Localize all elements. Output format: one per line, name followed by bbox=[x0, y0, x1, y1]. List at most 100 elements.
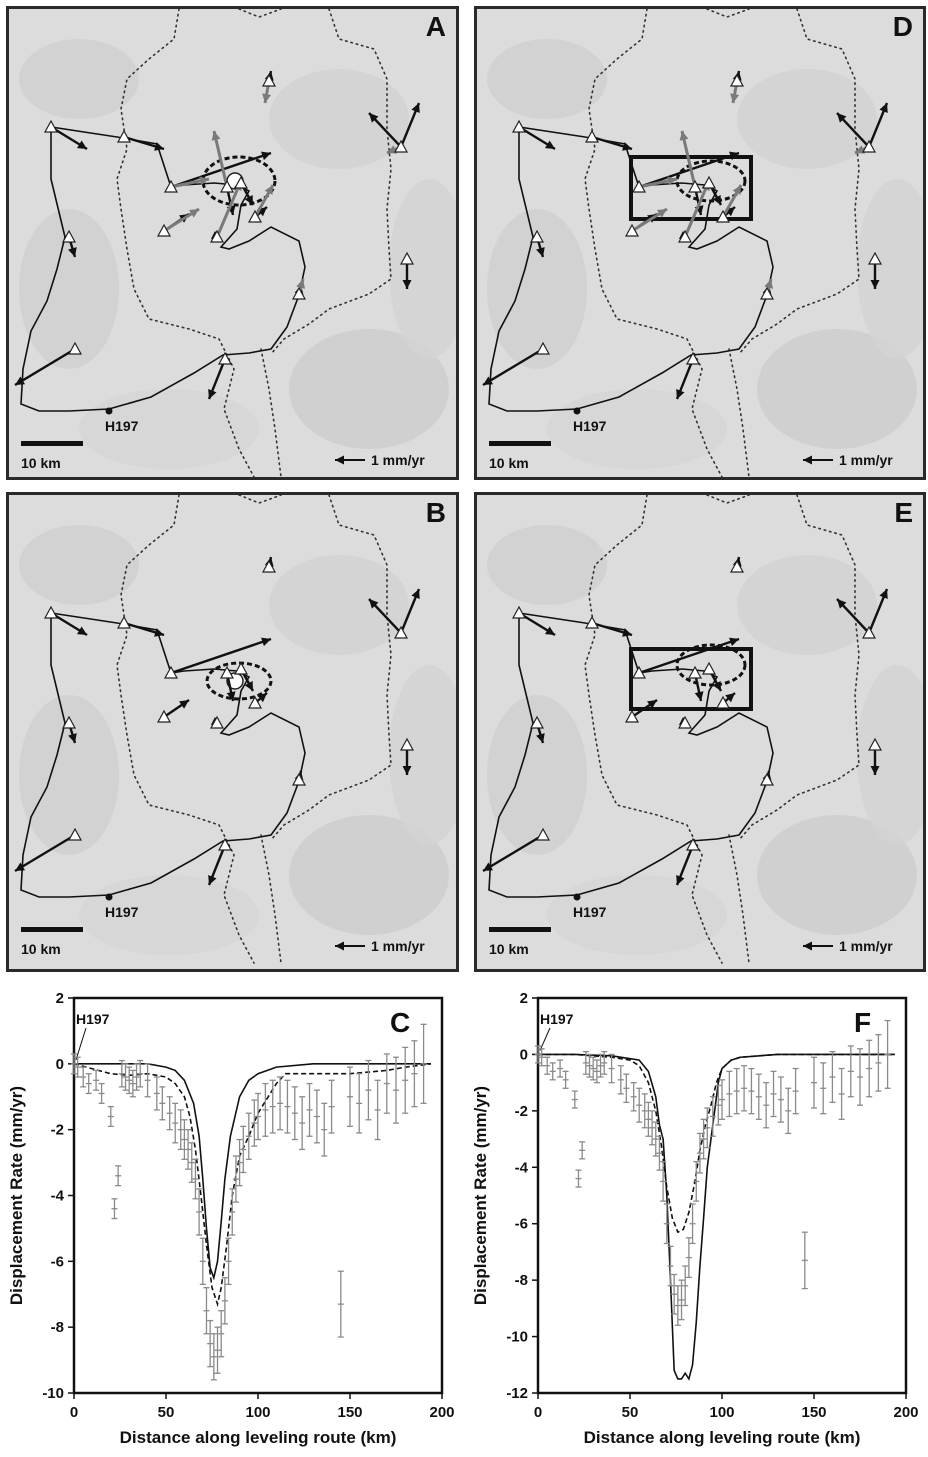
data-errorbar bbox=[144, 1063, 151, 1098]
data-errorbar bbox=[337, 1270, 344, 1338]
relief-shading bbox=[487, 695, 587, 855]
data-errorbar bbox=[181, 1119, 188, 1160]
relief-shading bbox=[737, 555, 877, 655]
displacement-arrow bbox=[399, 102, 421, 148]
benchmark-label: H197 bbox=[573, 904, 607, 920]
station-triangle bbox=[677, 229, 693, 243]
data-errorbar bbox=[111, 1198, 118, 1220]
data-errorbar bbox=[122, 1063, 129, 1091]
relief-shading bbox=[757, 815, 917, 935]
data-errorbar bbox=[792, 1067, 799, 1115]
station-triangle bbox=[247, 209, 263, 223]
data-errorbar bbox=[115, 1165, 122, 1187]
panel-letter: E bbox=[894, 497, 913, 528]
data-errorbar bbox=[188, 1142, 195, 1183]
data-errorbar bbox=[682, 1265, 689, 1307]
station-triangle bbox=[261, 73, 277, 87]
data-errorbar bbox=[663, 1203, 670, 1245]
x-tick-label: 50 bbox=[622, 1404, 639, 1421]
data-errorbar bbox=[649, 1110, 656, 1146]
data-errorbar bbox=[166, 1096, 173, 1131]
displacement-arrow bbox=[335, 941, 365, 951]
station-triangle bbox=[393, 139, 409, 153]
data-errorbar bbox=[608, 1053, 615, 1084]
displacement-arrow bbox=[14, 833, 76, 873]
panel-letter: B bbox=[425, 497, 446, 528]
displacement-arrow bbox=[803, 455, 833, 465]
displacement-arrow bbox=[591, 621, 633, 637]
y-tick-label: -4 bbox=[51, 1188, 65, 1205]
data-errorbar bbox=[667, 1245, 674, 1287]
scale-bar-label: 10 km bbox=[21, 941, 61, 957]
station-triangle bbox=[233, 661, 249, 675]
station-triangle bbox=[529, 715, 545, 729]
data-errorbar bbox=[617, 1065, 624, 1095]
relief-shading bbox=[79, 875, 259, 955]
data-errorbar bbox=[284, 1079, 291, 1134]
data-errorbar bbox=[80, 1066, 87, 1088]
displacement-arrow bbox=[836, 598, 870, 634]
data-errorbar bbox=[218, 1310, 225, 1358]
relief-shading bbox=[857, 665, 923, 845]
data-errorbar bbox=[71, 1053, 77, 1075]
source-ellipse bbox=[675, 643, 747, 687]
relief-shading bbox=[19, 525, 139, 605]
station-triangle bbox=[261, 559, 277, 573]
relief-shading bbox=[757, 329, 917, 449]
dislocation-box bbox=[629, 155, 753, 221]
benchmark-annotation: H197 bbox=[76, 1011, 110, 1027]
station-triangle bbox=[393, 625, 409, 639]
benchmark-label: H197 bbox=[105, 904, 139, 920]
benchmark-annotation: H197 bbox=[540, 1011, 574, 1027]
data-errorbar bbox=[674, 1285, 681, 1326]
displacement-arrow bbox=[482, 347, 544, 387]
rate-legend-label: 1 mm/yr bbox=[839, 938, 893, 954]
model-line-dashed bbox=[73, 1063, 432, 1308]
data-errorbar bbox=[847, 1045, 854, 1098]
station-triangle bbox=[399, 737, 415, 751]
data-errorbar bbox=[693, 1160, 700, 1202]
data-errorbar bbox=[748, 1067, 755, 1115]
station-triangle bbox=[156, 709, 172, 723]
data-errorbar bbox=[74, 1056, 81, 1078]
data-errorbar bbox=[770, 1070, 777, 1118]
x-tick-label: 200 bbox=[429, 1404, 454, 1421]
boundary-dotted-line bbox=[270, 9, 392, 355]
boundary-dotted-line bbox=[706, 9, 750, 18]
y-tick-label: -2 bbox=[515, 1103, 528, 1120]
data-errorbar bbox=[269, 1079, 276, 1134]
map-panel-b: H197 10 km 1 mm/yr B bbox=[6, 492, 459, 972]
station-triangle bbox=[729, 559, 745, 573]
data-errorbar bbox=[251, 1099, 258, 1147]
boundary-dotted-line bbox=[116, 495, 255, 964]
data-errorbar bbox=[321, 1102, 328, 1157]
data-errorbar bbox=[557, 1059, 564, 1078]
displacement-arrow bbox=[170, 176, 210, 189]
station-triangle bbox=[867, 251, 883, 265]
data-errorbar bbox=[741, 1065, 748, 1112]
data-errorbar bbox=[177, 1109, 184, 1151]
data-errorbar bbox=[660, 1160, 667, 1202]
map-canvas: H197 10 km 1 mm/yr bbox=[477, 9, 923, 477]
data-errorbar bbox=[172, 1102, 179, 1144]
panel-letter: A bbox=[425, 11, 446, 42]
x-tick-label: 150 bbox=[801, 1404, 826, 1421]
benchmark-marker bbox=[573, 407, 581, 415]
station-triangle bbox=[43, 119, 59, 133]
data-errorbar bbox=[652, 1121, 659, 1157]
station-triangle bbox=[291, 286, 307, 300]
station-triangle bbox=[624, 709, 640, 723]
data-errorbar bbox=[685, 1237, 692, 1278]
scale-bar-label: 10 km bbox=[489, 455, 529, 471]
displacement-arrow bbox=[207, 844, 227, 886]
data-errorbar bbox=[240, 1125, 247, 1174]
map-panel-e: H197 10 km 1 mm/yr E bbox=[474, 492, 926, 972]
data-errorbar bbox=[709, 1096, 716, 1137]
displacement-arrow bbox=[163, 699, 190, 718]
data-errorbar bbox=[126, 1066, 133, 1095]
boundary-dotted-line bbox=[738, 9, 860, 355]
benchmark-marker bbox=[105, 893, 113, 901]
data-errorbar bbox=[255, 1092, 261, 1141]
station-triangle bbox=[701, 175, 717, 189]
y-tick-label: -10 bbox=[42, 1385, 64, 1402]
